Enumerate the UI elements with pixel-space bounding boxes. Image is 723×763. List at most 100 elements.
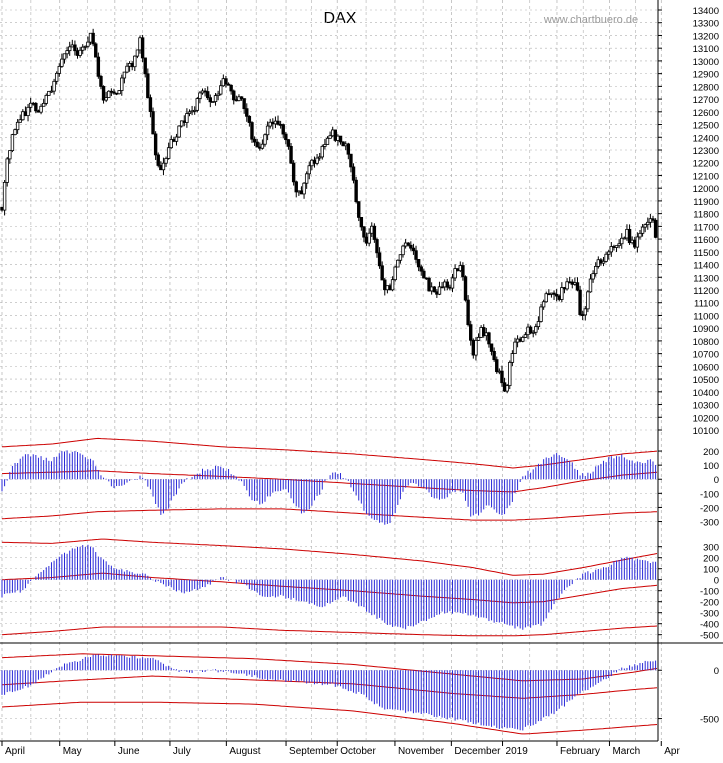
price-tick-label: 12900 — [693, 70, 719, 81]
candle-body — [68, 46, 72, 52]
candle-body — [281, 124, 285, 135]
price-tick-label: 12000 — [693, 184, 719, 195]
candle-body — [291, 162, 296, 183]
month-label: November — [398, 746, 445, 757]
candle-body — [54, 72, 59, 82]
candle-body — [2, 182, 7, 211]
candle-body — [414, 250, 418, 260]
candle-body — [560, 287, 564, 300]
candle-body — [107, 90, 111, 98]
candle-body — [39, 105, 43, 113]
price-candle — [39, 103, 43, 115]
candle-body — [453, 268, 457, 279]
price-candle — [390, 276, 395, 292]
price-candle — [83, 45, 88, 51]
price-candle — [239, 96, 244, 101]
candle-body — [578, 289, 582, 315]
price-candle — [513, 337, 517, 354]
candle-body — [437, 286, 442, 295]
candle-body — [638, 232, 642, 238]
candle-body — [315, 157, 319, 164]
price-candle — [523, 332, 528, 338]
candle-body — [474, 339, 478, 356]
candle-body — [317, 156, 322, 159]
price-candle — [560, 282, 564, 303]
candle-body — [409, 244, 413, 249]
price-candle — [177, 125, 181, 139]
candle-body — [554, 293, 559, 297]
osc-tick-label: -400 — [700, 620, 719, 631]
candle-body — [552, 292, 556, 295]
price-candle — [367, 228, 371, 247]
price-candle — [78, 46, 82, 58]
price-candle — [578, 285, 582, 317]
osc-tick-label: 0 — [714, 475, 719, 486]
candle-body — [104, 97, 108, 101]
candle-body — [500, 370, 504, 384]
price-candle — [638, 229, 642, 240]
price-candle — [286, 139, 291, 150]
candle-body — [372, 225, 377, 240]
price-candle — [28, 97, 33, 113]
candle-body — [156, 154, 160, 166]
price-candle — [208, 94, 213, 108]
candle-body — [323, 144, 327, 147]
price-tick-label: 13000 — [693, 57, 719, 68]
price-candle — [393, 265, 397, 282]
candle-body — [49, 90, 54, 93]
price-candle — [153, 131, 158, 160]
price-candle — [325, 136, 330, 145]
price-tick-label: 12800 — [693, 82, 719, 93]
price-candle — [521, 335, 525, 343]
price-candle — [338, 135, 343, 145]
price-candle — [216, 90, 220, 101]
candle-body — [398, 254, 403, 261]
price-tick-label: 13200 — [693, 31, 719, 42]
candle-body — [289, 145, 293, 164]
candle-body — [320, 145, 324, 158]
price-candle — [304, 171, 309, 189]
candle-body — [44, 94, 48, 104]
candle-body — [47, 90, 51, 96]
candle-body — [250, 122, 254, 140]
candle-body — [177, 125, 181, 138]
price-candle — [474, 337, 478, 361]
price-candle — [219, 80, 223, 96]
candle-body — [586, 291, 590, 310]
price-tick-label: 12300 — [693, 146, 719, 157]
price-candle — [505, 383, 509, 394]
price-tick-label: 11800 — [693, 210, 719, 221]
price-tick-label: 11000 — [693, 311, 719, 322]
price-candle — [224, 75, 228, 88]
price-candle — [57, 63, 61, 77]
candle-body — [263, 134, 267, 145]
candle-body — [620, 237, 624, 245]
price-candle — [117, 90, 121, 95]
candle-body — [583, 308, 587, 316]
candle-body — [440, 286, 444, 289]
price-candle — [307, 161, 311, 180]
candle-body — [643, 224, 647, 228]
osc-mid-band-line — [1, 675, 658, 699]
month-label: July — [173, 746, 191, 757]
candle-body — [211, 101, 215, 104]
candle-body — [521, 337, 525, 342]
candle-body — [164, 158, 168, 164]
price-candle — [528, 325, 533, 335]
price-candle — [495, 356, 499, 374]
candle-body — [419, 266, 423, 272]
price-candle — [10, 133, 15, 153]
price-tick-label: 10700 — [693, 350, 719, 361]
price-candle — [640, 224, 645, 237]
candle-body — [151, 111, 155, 135]
osc-tick-label: 200 — [703, 554, 719, 565]
osc-tick-label: 0 — [714, 666, 719, 677]
candle-body — [375, 239, 379, 254]
candle-body — [81, 46, 85, 51]
candle-body — [226, 83, 231, 86]
candle-body — [112, 91, 116, 94]
price-candle — [192, 106, 197, 115]
price-candle — [411, 243, 416, 255]
price-candle — [104, 91, 108, 103]
